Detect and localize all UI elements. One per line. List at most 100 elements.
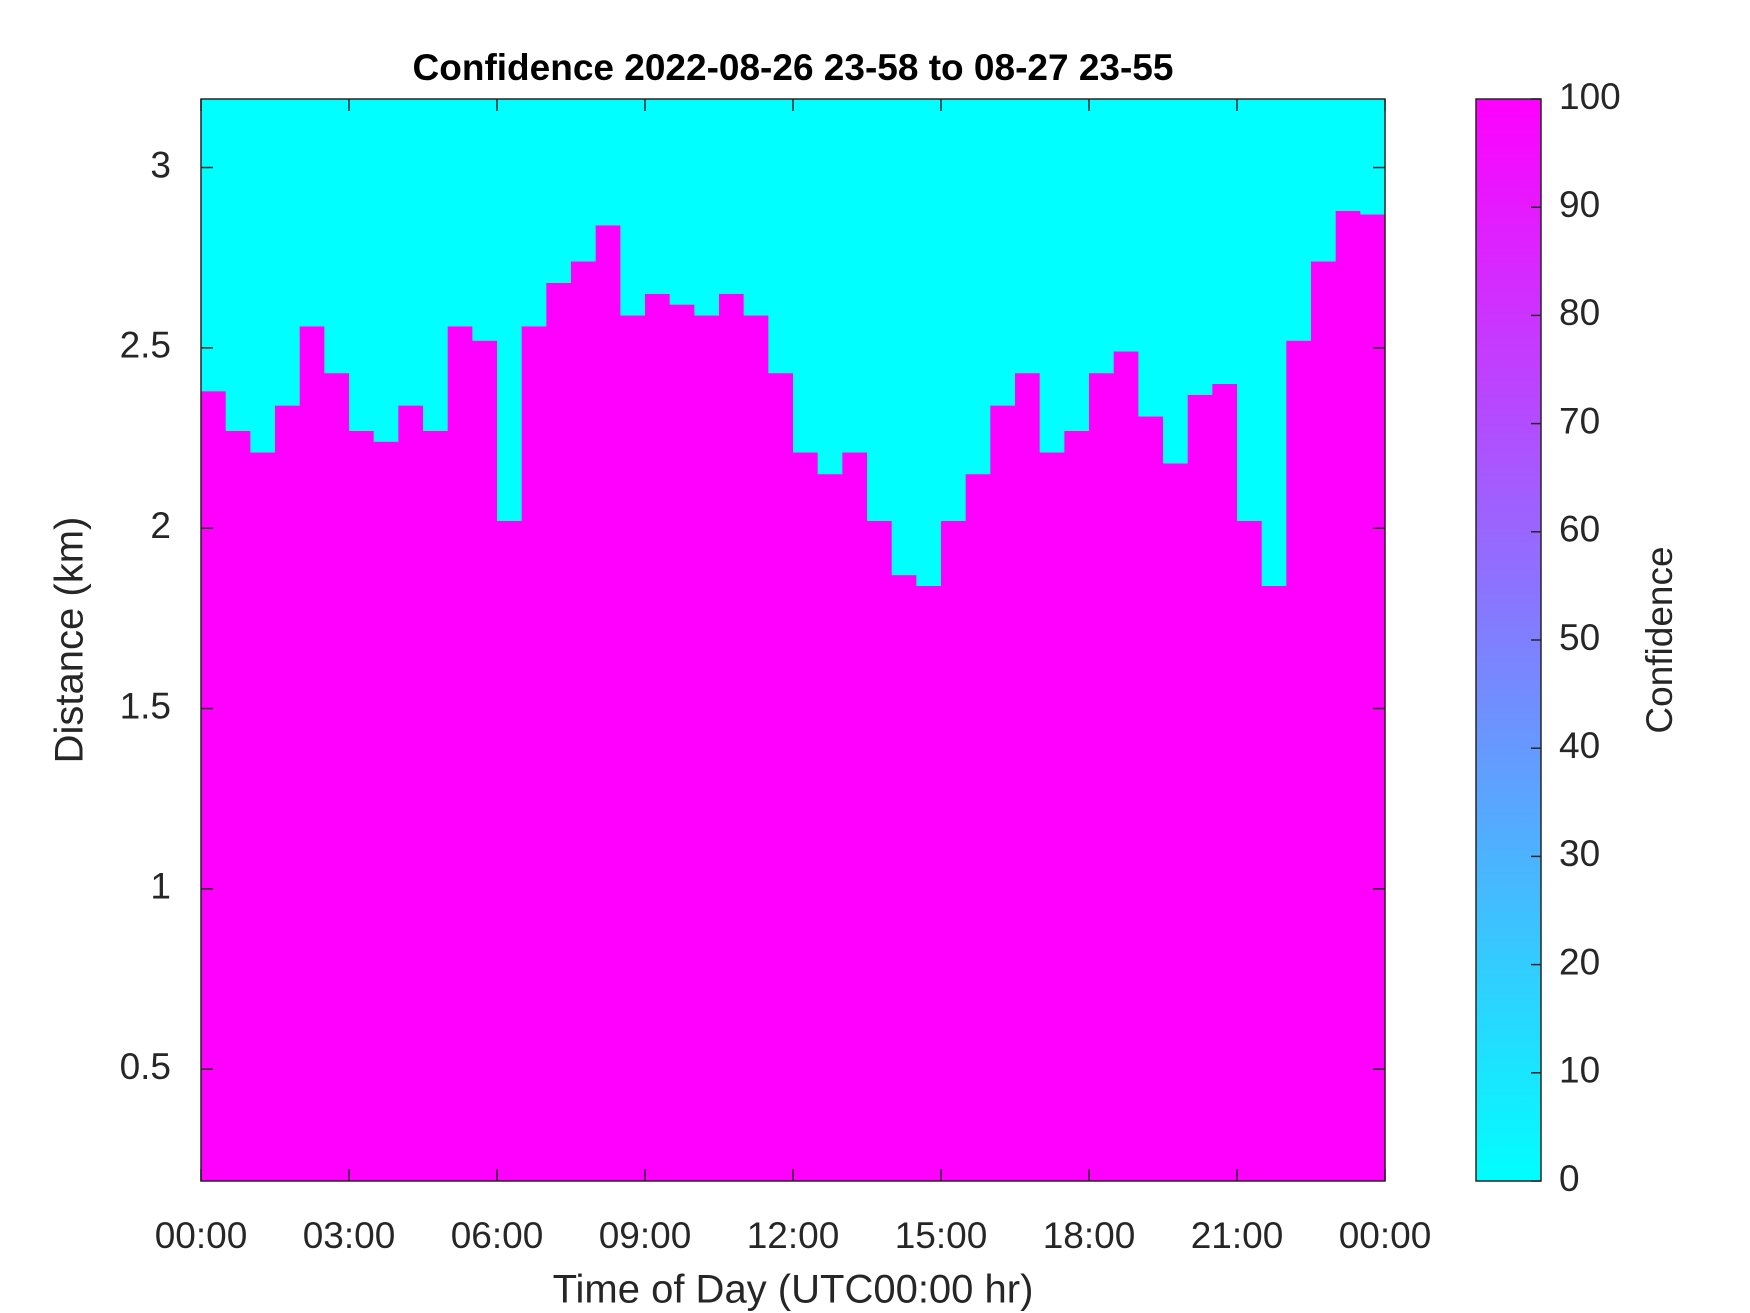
- cell-below: [1163, 463, 1189, 1182]
- x-tick-label: 18:00: [1043, 1215, 1136, 1256]
- colorbar-tick-label: 60: [1559, 509, 1600, 550]
- x-tick-label: 06:00: [451, 1215, 544, 1256]
- colorbar-tick-label: 70: [1559, 400, 1600, 441]
- cell-above: [1335, 99, 1361, 211]
- cell-above: [1286, 99, 1312, 341]
- cell-above: [891, 99, 917, 576]
- cell-below: [916, 585, 942, 1181]
- cell-below: [423, 430, 449, 1181]
- chart-title: Confidence 2022-08-26 23-58 to 08-27 23-…: [413, 47, 1174, 88]
- cell-below: [941, 520, 967, 1181]
- cell-below: [1261, 585, 1287, 1181]
- cell-above: [521, 99, 547, 327]
- cell-above: [669, 99, 695, 305]
- cell-below: [768, 373, 794, 1181]
- cell-below: [1286, 340, 1312, 1181]
- cell-below: [965, 474, 991, 1181]
- cell-below: [299, 326, 325, 1182]
- cell-above: [694, 99, 720, 316]
- cell-above: [1039, 99, 1065, 453]
- x-tick-label: 00:00: [155, 1215, 248, 1256]
- cell-above: [447, 99, 473, 327]
- cell-above: [719, 99, 745, 294]
- cell-above: [817, 99, 843, 475]
- cell-above: [1113, 99, 1139, 352]
- y-tick-label: 3: [150, 144, 171, 185]
- cell-above: [497, 99, 523, 521]
- cell-below: [1360, 214, 1386, 1181]
- cell-below: [990, 405, 1016, 1182]
- cell-below: [1015, 373, 1041, 1181]
- cell-above: [965, 99, 991, 475]
- cell-above: [1261, 99, 1287, 586]
- cell-above: [620, 99, 646, 316]
- cell-above: [1360, 99, 1386, 215]
- x-tick-label: 12:00: [747, 1215, 840, 1256]
- x-tick-label: 21:00: [1191, 1215, 1284, 1256]
- cell-below: [620, 315, 646, 1181]
- cell-above: [743, 99, 769, 316]
- x-tick-label: 03:00: [303, 1215, 396, 1256]
- x-axis-label: Time of Day (UTC00:00 hr): [553, 1268, 1034, 1312]
- cell-above: [595, 99, 621, 226]
- cell-below: [201, 391, 227, 1181]
- cell-below: [669, 304, 695, 1182]
- cell-below: [447, 326, 473, 1182]
- cell-below: [793, 452, 819, 1181]
- y-tick-label: 0.5: [120, 1046, 171, 1087]
- x-tick-label: 09:00: [599, 1215, 692, 1256]
- cell-below: [694, 315, 720, 1181]
- cell-above: [299, 99, 325, 327]
- colorbar-tick-label: 40: [1559, 725, 1600, 766]
- cell-above: [1311, 99, 1337, 262]
- cell-above: [225, 99, 251, 431]
- x-tick-label: 00:00: [1339, 1215, 1432, 1256]
- cell-below: [546, 282, 572, 1181]
- cell-above: [1089, 99, 1115, 374]
- cell-below: [349, 430, 375, 1181]
- cell-above: [867, 99, 893, 521]
- colorbar-tick-label: 90: [1559, 184, 1600, 225]
- y-tick-label: 2: [150, 505, 171, 546]
- colorbar-tick-label: 0: [1559, 1158, 1580, 1199]
- cell-above: [1187, 99, 1213, 395]
- y-tick-label: 1: [150, 866, 171, 907]
- cell-above: [546, 99, 572, 283]
- cell-below: [250, 452, 276, 1181]
- cell-above: [842, 99, 868, 453]
- cell-below: [1187, 394, 1213, 1181]
- cell-below: [719, 293, 745, 1181]
- cell-above: [201, 99, 227, 392]
- cell-below: [1335, 210, 1361, 1182]
- cell-above: [1212, 99, 1238, 384]
- cell-above: [275, 99, 301, 406]
- cell-below: [891, 575, 917, 1181]
- cell-above: [1237, 99, 1263, 521]
- cell-below: [1212, 383, 1238, 1182]
- cell-below: [842, 452, 868, 1181]
- cell-below: [1089, 373, 1115, 1181]
- cell-below: [1113, 351, 1139, 1181]
- cell-below: [817, 474, 843, 1181]
- cell-above: [916, 99, 942, 586]
- cell-above: [768, 99, 794, 374]
- y-tick-label: 2.5: [120, 325, 171, 366]
- colorbar-tick-label: 20: [1559, 941, 1600, 982]
- cell-above: [423, 99, 449, 431]
- cell-above: [1015, 99, 1041, 374]
- colorbar-tick-label: 80: [1559, 292, 1600, 333]
- colorbar-tick-label: 100: [1559, 76, 1621, 117]
- cell-above: [1163, 99, 1189, 464]
- cell-below: [472, 340, 498, 1181]
- cell-above: [472, 99, 498, 341]
- cell-below: [1138, 416, 1164, 1181]
- cell-below: [373, 441, 399, 1182]
- colorbar-tick-label: 50: [1559, 617, 1600, 658]
- cell-below: [497, 520, 523, 1181]
- cell-above: [571, 99, 597, 262]
- cell-below: [398, 405, 424, 1182]
- cell-above: [1064, 99, 1090, 431]
- cell-below: [645, 293, 671, 1181]
